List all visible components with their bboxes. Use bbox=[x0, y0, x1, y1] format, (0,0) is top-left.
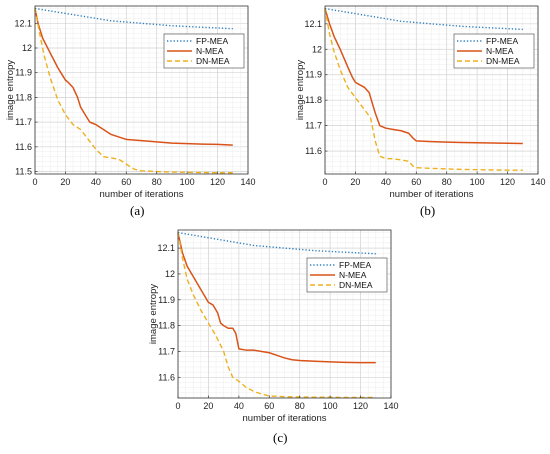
x-tick-label: 80 bbox=[152, 177, 162, 187]
chart-panel-a: 0 20 40 60 80 100 120 140 11.5 11.6 11.7 11.8 11.9 12… bbox=[5, 2, 256, 207]
x-tick-label: 0 bbox=[322, 177, 327, 187]
x-axis-label: number of iterations bbox=[390, 189, 474, 200]
y-tick-label: 11.7 bbox=[305, 121, 322, 131]
y-tick-label: 11.9 bbox=[15, 68, 32, 78]
x-tick-label: 20 bbox=[60, 177, 70, 187]
y-tick-label: 11.8 bbox=[158, 321, 175, 331]
series-line-fp-mea bbox=[34, 7, 233, 30]
series-line-n-mea bbox=[34, 8, 233, 146]
legend-entry-dn-mea: DN-MEA bbox=[339, 280, 373, 290]
axes-frame bbox=[34, 5, 249, 175]
x-tick-label: 100 bbox=[323, 401, 338, 411]
series-line-dn-mea bbox=[177, 232, 376, 399]
series-line-fp-mea bbox=[324, 7, 523, 31]
y-tick-label: 12 bbox=[165, 269, 175, 279]
chart-panel-b: 0 20 40 60 80 100 120 140 11.6 11.7 11.8 11.9 12 12.1… bbox=[295, 2, 546, 207]
caption-c: (c) bbox=[273, 430, 288, 445]
x-tick-label: 60 bbox=[264, 401, 274, 411]
y-tick-label: 12.1 bbox=[14, 18, 32, 28]
series-line-dn-mea bbox=[324, 8, 523, 171]
x-tick-label: 80 bbox=[442, 177, 452, 187]
legend-entry-n-mea: N-MEA bbox=[196, 46, 224, 56]
x-tick-label: 120 bbox=[353, 401, 368, 411]
legend-entry-fp-mea: FP-MEA bbox=[486, 36, 518, 46]
x-tick-label: 140 bbox=[240, 177, 255, 187]
x-tick-label: 140 bbox=[383, 401, 398, 411]
y-tick-label: 11.9 bbox=[305, 70, 322, 80]
x-tick-label: 0 bbox=[32, 177, 37, 187]
x-tick-label: 80 bbox=[295, 401, 305, 411]
x-tick-label: 60 bbox=[121, 177, 131, 187]
y-tick-label: 12 bbox=[22, 43, 32, 53]
x-tick-label: 120 bbox=[500, 177, 515, 187]
chart-svg-a: 0 20 40 60 80 100 120 140 11.5 11.6 11.7 11.8 11.9 12… bbox=[5, 5, 256, 200]
x-tick-label: 60 bbox=[411, 177, 421, 187]
y-tick-label: 11.6 bbox=[305, 146, 322, 156]
y-axis-label: image entropy bbox=[148, 284, 159, 344]
chart-svg-b: 0 20 40 60 80 100 120 140 11.6 11.7 11.8 11.9 12 12.1… bbox=[295, 5, 546, 200]
y-tick-label: 11.7 bbox=[158, 346, 175, 356]
major-grid bbox=[324, 6, 539, 174]
x-tick-label: 0 bbox=[175, 401, 180, 411]
x-tick-label: 120 bbox=[210, 177, 225, 187]
y-axis-label: image entropy bbox=[295, 60, 306, 120]
x-tick-label: 40 bbox=[234, 401, 244, 411]
x-axis-label: number of iterations bbox=[100, 189, 184, 200]
x-axis-label: number of iterations bbox=[243, 413, 327, 424]
y-tick-label: 11.9 bbox=[158, 295, 175, 305]
x-tick-label: 20 bbox=[350, 177, 360, 187]
caption-a: (a) bbox=[130, 203, 145, 218]
legend-entry-fp-mea: FP-MEA bbox=[196, 36, 228, 46]
y-tick-label: 11.5 bbox=[15, 167, 32, 177]
caption-b: (b) bbox=[420, 203, 436, 218]
legend-entry-n-mea: N-MEA bbox=[486, 46, 514, 56]
y-tick-label: 11.6 bbox=[15, 142, 32, 152]
y-tick-label: 12 bbox=[312, 44, 322, 54]
series-line-n-mea bbox=[324, 8, 523, 145]
legend-entry-dn-mea: DN-MEA bbox=[486, 56, 520, 66]
axes-frame bbox=[324, 5, 539, 175]
x-tick-label: 140 bbox=[530, 177, 545, 187]
legend-entry-fp-mea: FP-MEA bbox=[339, 260, 371, 270]
axes-frame bbox=[177, 229, 392, 399]
legend-entry-n-mea: N-MEA bbox=[339, 270, 367, 280]
legend-entry-dn-mea: DN-MEA bbox=[196, 56, 230, 66]
y-tick-label: 12.1 bbox=[304, 19, 322, 29]
y-tick-label: 11.8 bbox=[15, 92, 32, 102]
series-line-n-mea bbox=[177, 232, 376, 364]
x-tick-label: 40 bbox=[91, 177, 101, 187]
series-line-dn-mea bbox=[34, 8, 233, 174]
y-tick-label: 11.8 bbox=[305, 95, 322, 105]
x-tick-label: 100 bbox=[180, 177, 195, 187]
x-tick-label: 40 bbox=[381, 177, 391, 187]
y-tick-label: 11.6 bbox=[158, 372, 175, 382]
y-tick-label: 11.7 bbox=[15, 117, 32, 127]
x-tick-label: 100 bbox=[470, 177, 485, 187]
chart-svg-c: 0 20 40 60 80 100 120 140 11.6 11.7 11.8 11.9 12 12.1… bbox=[148, 229, 399, 424]
chart-panel-c: 0 20 40 60 80 100 120 140 11.6 11.7 11.8 11.9 12 12.1… bbox=[148, 226, 399, 431]
y-tick-label: 12.1 bbox=[157, 243, 175, 253]
series-line-fp-mea bbox=[177, 231, 376, 255]
x-tick-label: 20 bbox=[203, 401, 213, 411]
y-axis-label: image entropy bbox=[5, 60, 16, 120]
